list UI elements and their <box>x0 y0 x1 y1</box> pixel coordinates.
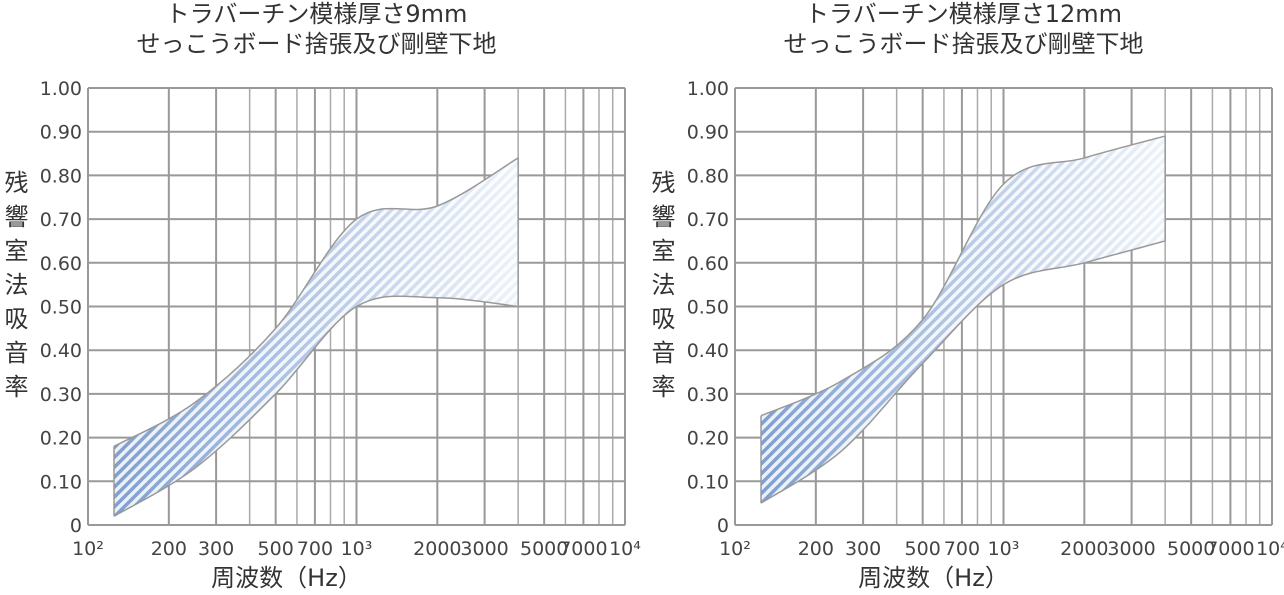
x-tick-label: 10³ <box>341 538 373 560</box>
x-tick-label: 10⁴ <box>1256 538 1284 560</box>
y-tick-label: 0.20 <box>687 428 729 450</box>
y-tick-label: 0.70 <box>687 209 729 231</box>
x-tick-label: 500 <box>258 538 294 560</box>
x-tick-label: 7000 <box>1206 538 1254 560</box>
y-tick-label: 0.90 <box>687 122 729 144</box>
upper-edge <box>760 135 1166 417</box>
upper-edge <box>113 157 519 447</box>
band-hatch <box>114 157 519 517</box>
y-tick-label: 0.40 <box>687 340 729 362</box>
x-axis-label: 周波数（Hz） <box>211 564 362 591</box>
x-tick-label: 200 <box>151 538 187 560</box>
x-tick-label: 700 <box>944 538 980 560</box>
chart-title: トラバーチン模様厚さ12mm <box>805 0 1122 28</box>
x-tick-label: 7000 <box>559 538 607 560</box>
x-tick-label: 700 <box>297 538 333 560</box>
y-tick-label: 1.00 <box>687 78 729 100</box>
y-tick-label: 0.30 <box>687 384 729 406</box>
x-tick-label: 500 <box>905 538 941 560</box>
x-tick-label: 10² <box>719 538 751 560</box>
y-tick-label: 0.30 <box>40 384 82 406</box>
y-axis-label: 残響室法吸音率 <box>0 170 28 408</box>
x-tick-label: 10³ <box>988 538 1020 560</box>
x-tick-label: 5000 <box>520 538 568 560</box>
y-tick-label: 0.10 <box>40 471 82 493</box>
y-tick-label: 0 <box>717 515 729 537</box>
y-tick-label: 0.70 <box>40 209 82 231</box>
lower-edge <box>760 240 1166 504</box>
y-tick-label: 0.50 <box>40 297 82 319</box>
x-tick-label: 10² <box>72 538 104 560</box>
x-tick-label: 200 <box>798 538 834 560</box>
x-tick-label: 5000 <box>1167 538 1215 560</box>
y-tick-label: 0.60 <box>687 253 729 275</box>
y-tick-label: 0.60 <box>40 253 82 275</box>
y-tick-label: 0.10 <box>687 471 729 493</box>
x-tick-label: 2000 <box>1060 538 1108 560</box>
x-tick-label: 2000 <box>413 538 461 560</box>
chart-subtitle: せっこうボード捨張及び剛壁下地 <box>784 30 1144 58</box>
chart-title: トラバーチン模様厚さ9mm <box>166 0 468 28</box>
x-axis-label: 周波数（Hz） <box>858 564 1009 591</box>
chart-subtitle: せっこうボード捨張及び剛壁下地 <box>137 30 497 58</box>
y-tick-label: 1.00 <box>40 78 82 100</box>
y-tick-label: 0.40 <box>40 340 82 362</box>
x-tick-label: 3000 <box>460 538 508 560</box>
y-tick-label: 0.20 <box>40 428 82 450</box>
y-tick-label: 0.90 <box>40 122 82 144</box>
y-tick-label: 0 <box>70 515 82 537</box>
x-tick-label: 3000 <box>1107 538 1155 560</box>
x-tick-label: 300 <box>198 538 234 560</box>
x-tick-label: 10⁴ <box>609 538 641 560</box>
y-tick-label: 0.80 <box>40 165 82 187</box>
y-tick-label: 0.80 <box>687 165 729 187</box>
y-tick-label: 0.50 <box>687 297 729 319</box>
y-axis-label: 残響室法吸音率 <box>647 170 675 408</box>
lower-edge <box>113 295 519 517</box>
x-tick-label: 300 <box>845 538 881 560</box>
